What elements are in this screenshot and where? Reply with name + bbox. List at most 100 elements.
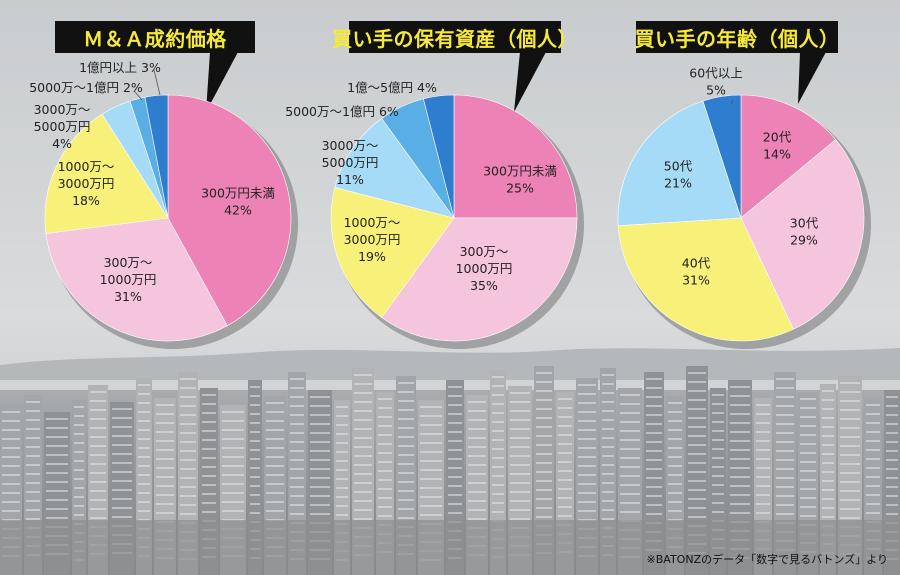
building-window-row: [668, 492, 682, 494]
slice-label: 5000万円: [34, 119, 91, 134]
building-window-row: [510, 482, 530, 484]
building-window-row: [756, 440, 770, 442]
building-window-row: [800, 497, 816, 499]
building-window-row: [712, 403, 724, 405]
building-window-row: [310, 405, 330, 407]
building-window-row: [558, 488, 572, 490]
slice-label: 18%: [72, 193, 100, 208]
building-window-row: [398, 391, 414, 393]
building-window-row: [776, 405, 794, 407]
building-window-row: [866, 467, 880, 469]
slice-label: 1億～5億円 4%: [347, 80, 437, 95]
building-window-row: [558, 443, 572, 445]
chart-title-price: Ｍ＆Ａ成約価格: [55, 21, 255, 53]
building-window-row: [354, 410, 372, 412]
building-window-row: [492, 484, 504, 486]
building-window-row: [138, 456, 150, 458]
building-window-row: [336, 469, 348, 471]
building-window-row: [776, 378, 794, 380]
building-window-row: [202, 502, 216, 504]
building-window-row: [250, 413, 260, 415]
building-window-row: [668, 429, 682, 431]
building-window-row: [202, 430, 216, 432]
building-window-row: [492, 502, 504, 504]
building-window-row: [886, 513, 898, 515]
building-window-row: [266, 429, 284, 431]
building-window-row: [398, 382, 414, 384]
building-window-row: [668, 510, 682, 512]
building-window-row: [290, 405, 304, 407]
building-window-row: [558, 470, 572, 472]
building-window-row: [222, 420, 244, 422]
building-window-row: [578, 456, 596, 458]
slice-label: 19%: [358, 249, 386, 264]
building-window-row: [26, 482, 40, 484]
building-window-row: [250, 449, 260, 451]
building-window-row: [730, 431, 750, 433]
building-window-row: [756, 485, 770, 487]
building-window-row: [448, 395, 462, 397]
building-window-row: [730, 404, 750, 406]
building-window-row: [800, 398, 816, 400]
building-window-row: [266, 501, 284, 503]
building-window-row: [46, 490, 68, 492]
chart-title-assets: 買い手の保有資産（個人）: [332, 21, 578, 53]
building-window-row: [822, 507, 834, 509]
building-window-row: [26, 401, 40, 403]
building-window-row: [448, 440, 462, 442]
building-window-row: [602, 428, 614, 430]
building-window-row: [156, 413, 174, 415]
building-window-row: [266, 456, 284, 458]
building-window-row: [420, 460, 442, 462]
building-window-row: [2, 483, 20, 485]
building-window-row: [26, 455, 40, 457]
building-window-row: [112, 444, 132, 446]
building-window-row: [492, 439, 504, 441]
building-window-row: [468, 518, 486, 520]
building-window-row: [776, 414, 794, 416]
building-window-row: [222, 510, 244, 512]
building-window-row: [202, 511, 216, 513]
building-window-row: [510, 473, 530, 475]
building-window-row: [800, 515, 816, 517]
building-window-row: [250, 512, 260, 514]
building-window-row: [646, 486, 662, 488]
building-window-row: [156, 404, 174, 406]
building-window-row: [448, 476, 462, 478]
building-window-row: [578, 510, 596, 512]
building-window-row: [222, 474, 244, 476]
building-window-row: [336, 478, 348, 480]
building-window-row: [2, 492, 20, 494]
building-window-row: [310, 414, 330, 416]
slice-label: 29%: [790, 233, 818, 248]
building-window-row: [822, 453, 834, 455]
pie-slice: [144, 94, 169, 219]
building-window-row: [468, 509, 486, 511]
building-window-row: [602, 491, 614, 493]
building-window-row: [730, 485, 750, 487]
building-window-row: [730, 503, 750, 505]
building-window-row: [138, 492, 150, 494]
building-window-row: [800, 452, 816, 454]
building-window-row: [310, 423, 330, 425]
building-window-row: [822, 498, 834, 500]
building-window-row: [866, 503, 880, 505]
building-window-row: [448, 386, 462, 388]
building-window-row: [468, 473, 486, 475]
building-window-row: [46, 418, 68, 420]
building-window-row: [558, 407, 572, 409]
building-window-row: [156, 494, 174, 496]
building-window-row: [668, 420, 682, 422]
building-window-row: [822, 489, 834, 491]
building-window-row: [354, 437, 372, 439]
building-window-row: [266, 492, 284, 494]
building-window-row: [646, 405, 662, 407]
building-window-row: [90, 508, 106, 510]
building-window-row: [492, 430, 504, 432]
building-window-row: [266, 510, 284, 512]
slice-label: 60代以上: [689, 66, 742, 81]
building-window-row: [840, 454, 860, 456]
building-window-row: [468, 491, 486, 493]
building-window-row: [448, 485, 462, 487]
building-window-row: [26, 509, 40, 511]
